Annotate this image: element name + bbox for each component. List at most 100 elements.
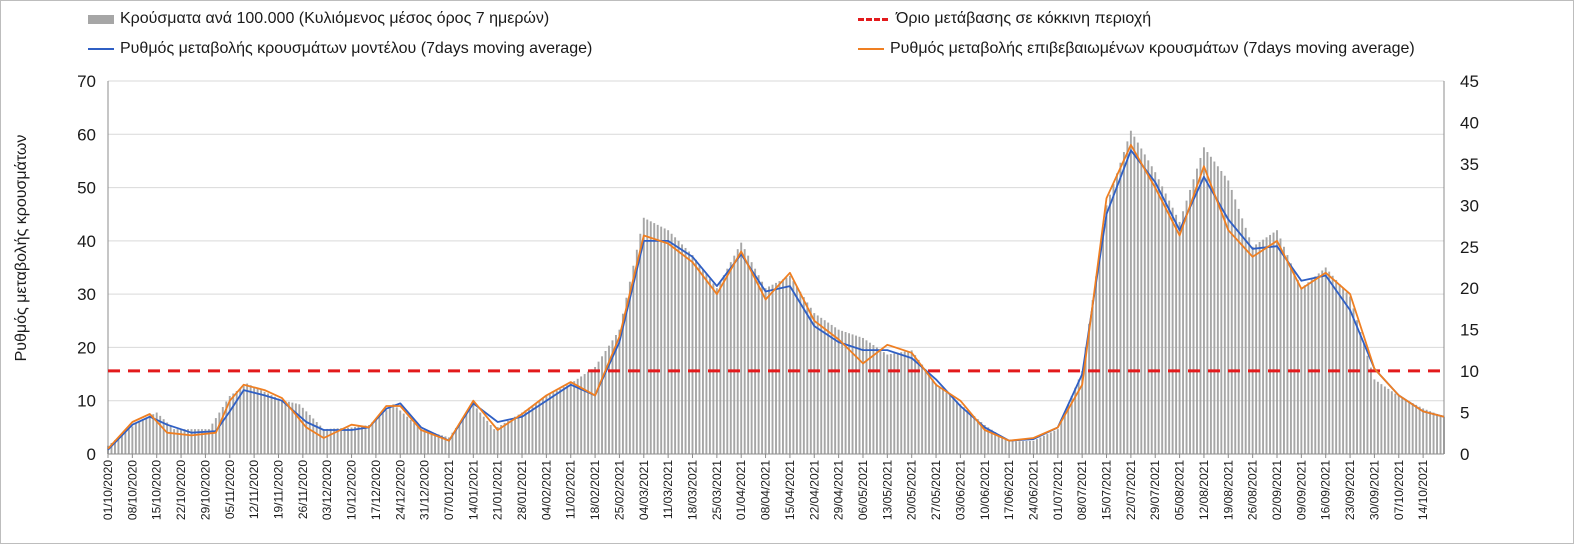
bar [552,392,555,454]
bar [1338,284,1341,454]
bar [1102,229,1104,454]
bar [235,391,238,454]
bar [848,333,851,454]
bar [253,386,256,454]
bar [684,247,687,454]
bar [1265,237,1268,454]
bar [955,401,958,454]
bar [409,419,412,454]
x-tick-label: 01/07/2021 [1051,460,1065,520]
bar [1436,413,1438,454]
bar [980,422,983,454]
legend-swatch-bars [88,14,114,24]
bar [719,281,722,454]
bar [1349,296,1352,454]
bar [1359,332,1362,454]
bar [747,255,750,454]
bar [336,428,339,454]
x-tick-label: 10/06/2021 [978,460,992,520]
bar [1171,207,1174,454]
bar [1112,184,1115,454]
x-tick-label: 25/03/2021 [710,460,724,520]
bar [1422,408,1425,454]
bar [844,332,847,454]
x-tick-label: 17/06/2021 [1002,460,1016,520]
bar [990,429,993,454]
bar [162,419,165,454]
bar [642,217,645,454]
x-tick-label: 21/01/2021 [491,460,505,520]
bar [608,345,610,454]
bar [534,403,537,454]
bar [538,400,541,454]
bar [945,392,948,454]
bar [1084,347,1087,454]
bar [691,255,694,454]
x-tick-label: 27/05/2021 [929,460,943,520]
bar [472,404,475,454]
bar [670,233,673,454]
bar [1310,279,1313,454]
bar [329,428,332,454]
bar [1161,186,1164,454]
x-tick-label: 24/06/2021 [1026,460,1040,520]
x-tick-label: 16/09/2021 [1319,460,1333,520]
bar [1269,234,1271,454]
bar [1143,154,1146,454]
bar [110,442,113,454]
bar [322,429,325,454]
bar [799,291,802,454]
bar [893,353,896,454]
x-tick-label: 12/08/2021 [1197,460,1211,520]
bar [1164,193,1167,454]
bar [183,429,186,454]
bar [1122,152,1125,455]
bar [1147,160,1150,455]
bar [340,428,343,454]
bar [1049,432,1052,454]
x-tick-label: 01/04/2021 [734,460,748,520]
bar [1105,205,1108,454]
bar [249,385,252,454]
bar [1272,232,1275,454]
y-left-tick-label: 10 [77,392,96,411]
bar [218,412,221,454]
bar [1255,244,1258,454]
bar [287,401,290,454]
bar [688,251,690,454]
bar [312,418,315,454]
bar [809,307,812,454]
bar [935,383,937,454]
bar [855,335,857,454]
x-tick-label: 26/11/2020 [296,460,310,519]
bar [1136,142,1139,455]
bar [180,429,183,454]
bar [333,428,336,454]
bar [1133,136,1136,454]
confirmed-line [107,143,1445,450]
bar [242,386,245,454]
bar [1008,441,1011,454]
bar [1293,271,1296,454]
bar [750,262,753,454]
bar [566,385,569,454]
bar [548,394,551,454]
bar [197,429,200,454]
bar [1394,393,1397,454]
bar [900,352,903,454]
legend-swatch-threshold [858,17,888,21]
bar [841,330,844,454]
bar [625,297,628,454]
bar [931,378,934,454]
bar [482,416,485,454]
bar [354,426,356,454]
bar [1303,285,1306,454]
bar [1116,173,1118,454]
bar [635,249,638,454]
bar [1182,211,1185,454]
bar [427,431,430,454]
bar [1369,367,1372,454]
y-left-tick-label: 40 [77,232,96,251]
bar [1383,386,1386,454]
